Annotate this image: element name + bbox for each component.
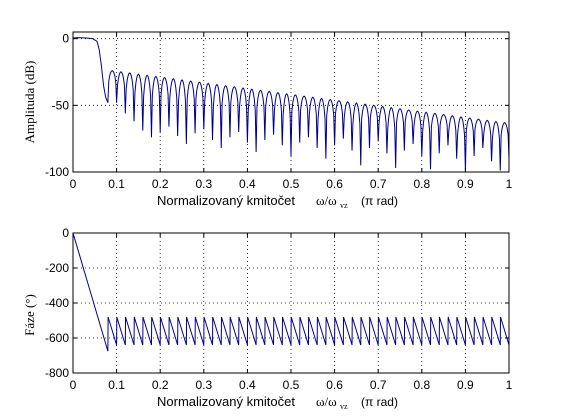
phase-y-tick-label: -800 xyxy=(45,366,69,380)
phase-y-tick-label: 0 xyxy=(62,226,69,240)
amplitude-x-axis-label-text: Normalizovaný kmitočet xyxy=(157,193,295,208)
amplitude-x-tick-label: 0.9 xyxy=(457,177,474,191)
phase-y-axis-label: Fáze (°) xyxy=(22,294,37,336)
phase-x-tick-label: 0.4 xyxy=(239,378,256,392)
amplitude-x-tick-labels: 0 0.1 0.2 0.3 0.4 0.5 0.6 0.7 0.8 0.9 1 xyxy=(70,177,513,191)
phase-x-tick-label: 0.7 xyxy=(370,378,387,392)
amplitude-x-axis-label: Normalizovaný kmitočet ω/ω vz (π rad) xyxy=(157,193,398,210)
amplitude-x-tick-label: 0.1 xyxy=(108,177,125,191)
phase-chart: 0 0.1 0.2 0.3 0.4 0.5 0.6 0.7 0.8 0.9 1 0 -200 -400 -… xyxy=(22,226,513,411)
phase-x-tick-label: 0 xyxy=(70,378,77,392)
amplitude-x-tick-label: 0 xyxy=(70,177,77,191)
phase-x-axis-label-symbol: ω/ω xyxy=(316,394,337,409)
phase-y-tick-label: -200 xyxy=(45,261,69,275)
phase-x-axis-label-subscript: vz xyxy=(340,402,348,411)
amplitude-x-axis-label-unit: (π rad) xyxy=(361,194,398,208)
phase-y-tick-labels: 0 -200 -400 -600 -800 xyxy=(45,226,69,380)
amplitude-x-tick-label: 0.2 xyxy=(152,177,169,191)
phase-grid xyxy=(73,233,509,373)
amplitude-x-axis-label-symbol: ω/ω xyxy=(316,193,337,208)
amplitude-x-tick-label: 1 xyxy=(506,177,513,191)
phase-x-tick-label: 0.6 xyxy=(326,378,343,392)
amplitude-curve xyxy=(72,37,510,171)
amplitude-y-axis-label: Amplituda (dB) xyxy=(22,61,37,144)
phase-x-axis-label-unit: (π rad) xyxy=(361,395,398,409)
amplitude-x-tick-label: 0.6 xyxy=(326,177,343,191)
amplitude-chart: 0 0.1 0.2 0.3 0.4 0.5 0.6 0.7 0.8 0.9 1 0 -50 -100 A… xyxy=(22,31,513,210)
phase-x-tick-label: 0.2 xyxy=(152,378,169,392)
phase-x-axis-label-text: Normalizovaný kmitočet xyxy=(157,394,295,409)
amplitude-y-tick-label: -100 xyxy=(45,165,69,179)
amplitude-y-tick-labels: 0 -50 -100 xyxy=(45,32,69,179)
amplitude-x-axis-label-subscript: vz xyxy=(340,201,348,210)
phase-x-tick-label: 0.5 xyxy=(283,378,300,392)
phase-y-tick-label: -600 xyxy=(45,331,69,345)
phase-ticks xyxy=(72,232,510,374)
phase-curve xyxy=(72,232,510,352)
phase-series xyxy=(72,232,510,352)
phase-x-axis-label: Normalizovaný kmitočet ω/ω vz (π rad) xyxy=(157,394,398,411)
phase-x-tick-label: 0.3 xyxy=(195,378,212,392)
phase-x-tick-label: 0.8 xyxy=(413,378,430,392)
phase-x-tick-label: 0.1 xyxy=(108,378,125,392)
amplitude-y-tick-label: -50 xyxy=(52,98,70,112)
amplitude-ticks xyxy=(72,32,510,173)
phase-x-tick-labels: 0 0.1 0.2 0.3 0.4 0.5 0.6 0.7 0.8 0.9 1 xyxy=(70,378,513,392)
amplitude-x-tick-label: 0.7 xyxy=(370,177,387,191)
amplitude-x-tick-label: 0.5 xyxy=(283,177,300,191)
phase-x-tick-label: 1 xyxy=(506,378,513,392)
amplitude-series xyxy=(72,37,510,171)
amplitude-x-tick-label: 0.8 xyxy=(413,177,430,191)
amplitude-x-tick-label: 0.3 xyxy=(195,177,212,191)
amplitude-y-tick-label: 0 xyxy=(62,32,69,46)
phase-x-tick-label: 0.9 xyxy=(457,378,474,392)
amplitude-x-tick-label: 0.4 xyxy=(239,177,256,191)
phase-y-tick-label: -400 xyxy=(45,296,69,310)
